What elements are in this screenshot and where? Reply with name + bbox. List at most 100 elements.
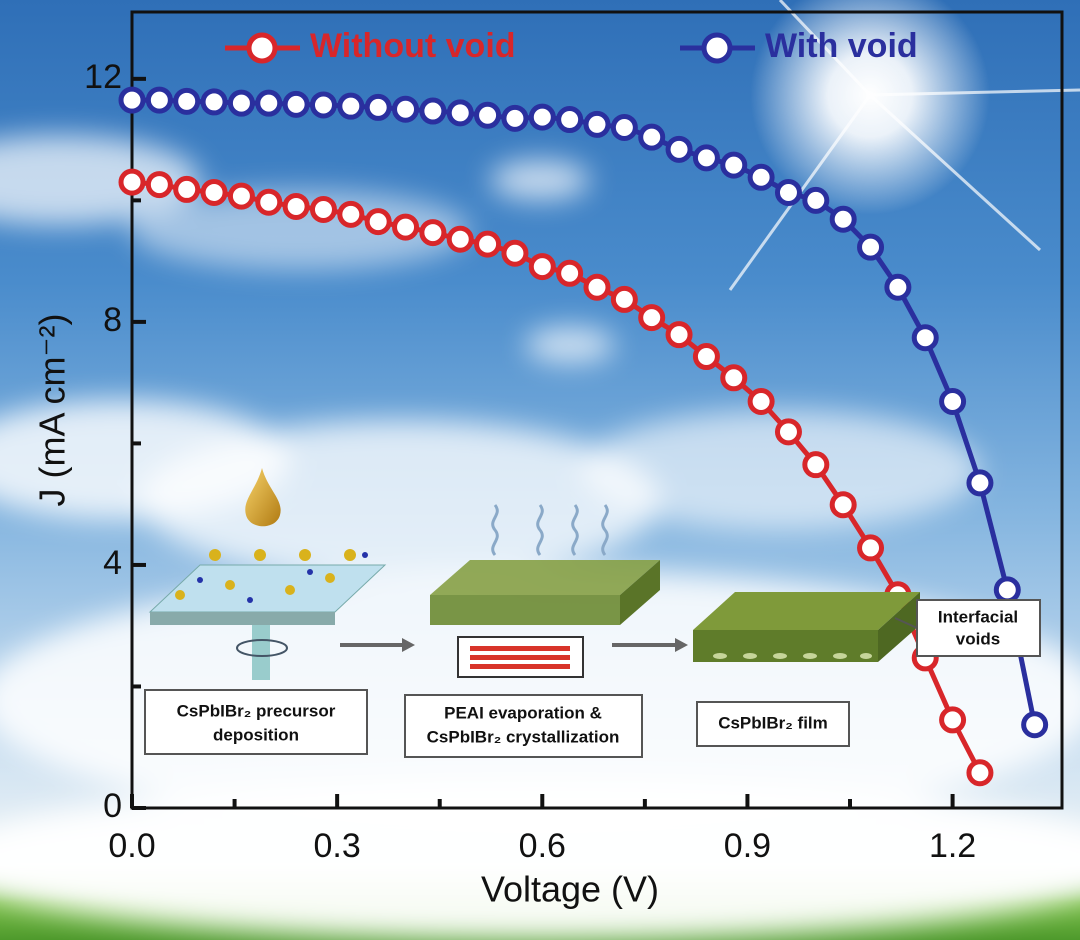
data-point [227, 182, 255, 210]
substrate-edge [150, 612, 335, 625]
ions [197, 552, 368, 603]
data-point [282, 90, 310, 118]
data-point [802, 186, 830, 214]
step-label: CsPbIBr₂ precursor [177, 701, 336, 720]
data-point [446, 225, 474, 253]
data-point [501, 239, 529, 267]
step-label: CsPbIBr₂ crystallization [427, 727, 620, 746]
data-point [419, 219, 447, 247]
data-point [939, 706, 967, 734]
step-box [144, 689, 368, 755]
data-point [1021, 711, 1049, 739]
data-point [720, 364, 748, 392]
data-point [747, 387, 775, 415]
data-point [692, 343, 720, 371]
data-point [610, 113, 638, 141]
data-point [665, 135, 693, 163]
heater-coil [470, 646, 570, 669]
final-film-side [878, 592, 920, 662]
x-tick-label: 0.0 [108, 827, 155, 865]
data-point [200, 88, 228, 116]
data-point [583, 110, 611, 138]
plot-area: 0.0 0.3 0.6 0.9 1.2 0 4 8 12 [84, 10, 1064, 865]
data-point [309, 195, 337, 223]
step-box [404, 694, 643, 758]
data-point [337, 92, 365, 120]
data-point [282, 192, 310, 220]
data-point [528, 253, 556, 281]
legend-marker [701, 32, 733, 64]
legend-label: Without void [310, 27, 516, 65]
final-film-top [693, 592, 920, 630]
film-front [430, 595, 620, 625]
step-label: deposition [213, 725, 299, 744]
data-point [857, 233, 885, 261]
data-point [583, 273, 611, 301]
film-top [430, 560, 660, 595]
y-tick-label: 8 [103, 301, 122, 339]
precursor-drop [245, 468, 281, 527]
data-point [364, 93, 392, 121]
series-line [132, 97, 1038, 726]
data-point [255, 188, 283, 216]
x-tick-label: 0.9 [724, 827, 771, 865]
vapor [491, 504, 609, 556]
data-point [227, 89, 255, 117]
sun [728, 0, 1080, 291]
data-point [118, 168, 146, 196]
y-axis-label: J (mA cm⁻²) [32, 314, 73, 507]
data-point [337, 200, 365, 228]
data-point [857, 534, 885, 562]
data-point [638, 123, 666, 151]
spin-rod [252, 625, 270, 680]
data-point [966, 469, 994, 497]
y-tick-label: 12 [84, 58, 122, 96]
data-point [474, 230, 502, 258]
data-point [501, 104, 529, 132]
data-point [364, 208, 392, 236]
data-point [556, 106, 584, 134]
data-point [392, 95, 420, 123]
y-tick-label: 0 [103, 787, 122, 825]
data-point [829, 205, 857, 233]
data-point [692, 144, 720, 172]
data-point [556, 259, 584, 287]
data-point [829, 491, 857, 519]
data-point [884, 273, 912, 301]
data-point [173, 175, 201, 203]
data-point [528, 103, 556, 131]
data-point [774, 418, 802, 446]
callout-pointer [894, 617, 918, 629]
data-point [610, 285, 638, 313]
data-point [419, 97, 447, 125]
plot-frame [130, 10, 1064, 810]
data-point [993, 576, 1021, 604]
data-point [802, 451, 830, 479]
data-point [774, 178, 802, 206]
x-tick-label: 0.6 [519, 827, 566, 865]
molecules [175, 549, 356, 600]
step-box [696, 701, 850, 747]
x-tick-label: 0.3 [314, 827, 361, 865]
x-tick-label: 1.2 [929, 827, 976, 865]
data-point [173, 87, 201, 115]
data-point [911, 324, 939, 352]
data-point [474, 101, 502, 129]
data-point [200, 178, 228, 206]
callout-label: Interfacial [938, 607, 1018, 626]
data-point [665, 321, 693, 349]
data-point [145, 171, 173, 199]
legend-label: With void [765, 27, 918, 65]
data-point [145, 86, 173, 114]
data-point [446, 99, 474, 127]
data-point [939, 387, 967, 415]
data-point [966, 759, 994, 787]
data-point [638, 304, 666, 332]
final-film-front [693, 630, 878, 662]
data-point [747, 163, 775, 191]
arrows [340, 638, 688, 652]
spin-arrow [236, 639, 288, 657]
film-side [620, 560, 660, 625]
